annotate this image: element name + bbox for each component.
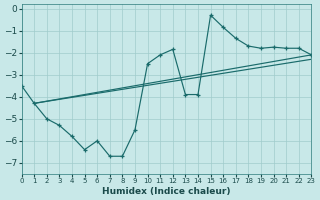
X-axis label: Humidex (Indice chaleur): Humidex (Indice chaleur)	[102, 187, 231, 196]
